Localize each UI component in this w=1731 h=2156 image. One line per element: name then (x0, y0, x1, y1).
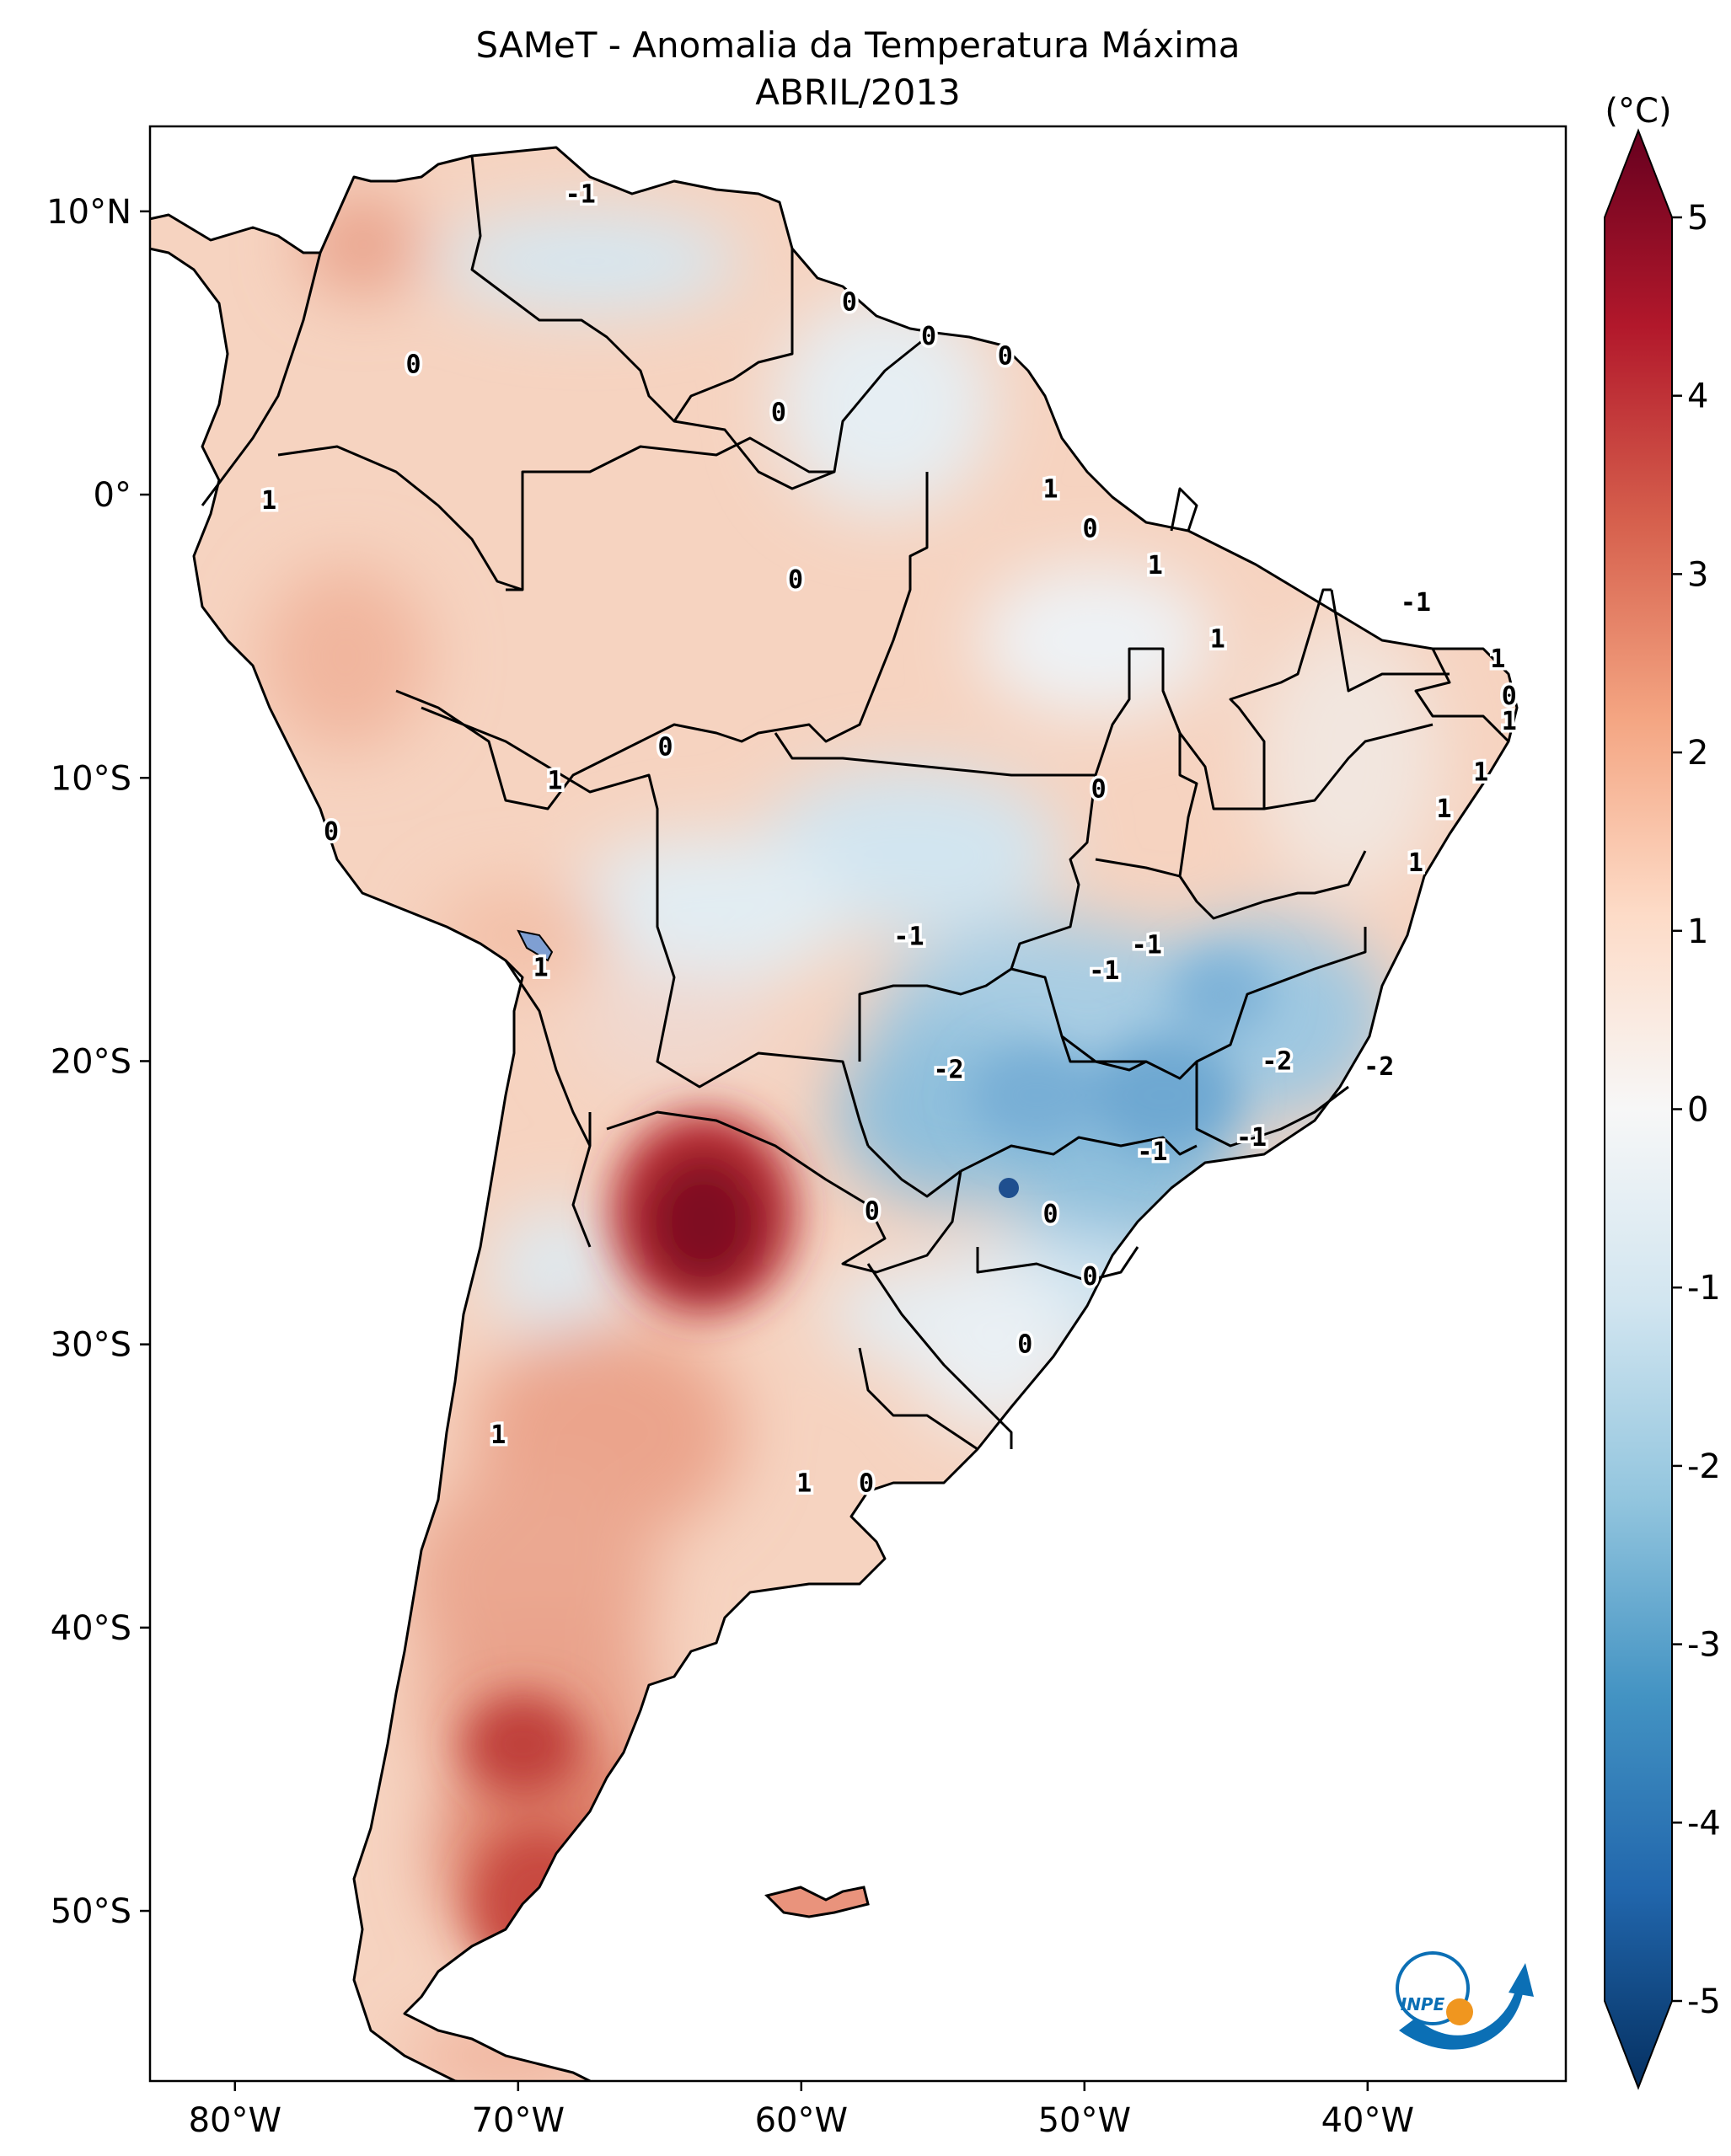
logo-ring-icon (1396, 1951, 1470, 2025)
contour-label: 1 (1473, 758, 1488, 788)
logo-arrow-icon (1509, 1963, 1534, 1997)
colorbar-unit: (°C) (1605, 92, 1671, 131)
lake-titicaca (517, 929, 554, 962)
longitude-axis: 80°W 70°W 60°W 50°W 40°W (189, 2081, 1414, 2140)
map-frame (148, 125, 1568, 2083)
contour-label: 0 (1042, 1200, 1058, 1229)
lon-tick-label: 40°W (1321, 2101, 1414, 2140)
contour-label: 0 (1091, 775, 1107, 805)
contour-label: 1 (533, 954, 549, 983)
contour-label: 0 (842, 287, 857, 317)
colorbar-ticks: 5 4 3 2 1 0 -1 -2 -3 -4 -5 (1672, 199, 1721, 2021)
falkland-islands (764, 1886, 870, 1918)
contour-label: -1 (1089, 956, 1119, 986)
contour-label: 1 (547, 767, 562, 796)
lat-tick-label: 30°S (51, 1326, 131, 1365)
contour-label: 1 (261, 486, 276, 516)
colorbar-tick-label: 1 (1687, 912, 1708, 951)
contour-label: -1 (893, 923, 924, 952)
contour-label: -2 (1262, 1046, 1292, 1076)
logo-swoosh-icon (1399, 1984, 1524, 2050)
contour-label: 0 (657, 732, 673, 762)
lat-tick-label: 20°S (51, 1042, 131, 1081)
contour-label: 1 (1490, 645, 1505, 674)
contour-label: 0 (998, 341, 1013, 371)
contour-label: 1 (796, 1469, 812, 1498)
contour-label: 0 (771, 399, 786, 428)
latitude-axis: 10°N 0° 10°S 20°S 30°S 40°S 50°S (46, 193, 150, 1931)
lon-tick-label: 80°W (189, 2101, 281, 2140)
contour-label: -2 (1364, 1052, 1394, 1082)
colorbar-tick-label: 3 (1687, 555, 1708, 594)
colorbar-tick-label: 2 (1687, 734, 1708, 773)
logo-text: INPE (1401, 1994, 1445, 2014)
contour-label: 0 (1082, 514, 1097, 543)
contour-label: 0 (865, 1197, 880, 1227)
colorbar-tick-label: 4 (1687, 377, 1708, 416)
contour-label: -1 (1132, 931, 1162, 960)
cold-spot-marker (999, 1178, 1019, 1198)
contour-label: -1 (565, 180, 596, 210)
contour-label: 1 (1210, 625, 1225, 655)
country-borders (150, 146, 1519, 2081)
colorbar-tick-label: 5 (1687, 199, 1708, 238)
contour-label: 0 (1502, 682, 1517, 711)
inpe-logo: INPE (1396, 1951, 1534, 2050)
colorbar-tick-label: -2 (1687, 1447, 1721, 1486)
colorbar-tick-label: -4 (1687, 1804, 1721, 1843)
contour-label: 1 (1408, 848, 1423, 878)
lat-tick-label: 40°S (51, 1609, 131, 1648)
lon-tick-label: 70°W (472, 2101, 565, 2140)
colorbar-tick-label: -1 (1687, 1269, 1721, 1308)
lat-tick-label: 50°S (51, 1892, 131, 1931)
contour-label: 0 (1082, 1262, 1097, 1292)
contour-label: 0 (859, 1469, 874, 1498)
contour-label: 0 (788, 565, 803, 595)
contour-label: -1 (1236, 1123, 1267, 1153)
contour-label: -2 (933, 1056, 963, 1085)
logo-sun-icon (1446, 1998, 1473, 2025)
colorbar-tick-label: 0 (1687, 1091, 1708, 1130)
contour-label: -1 (1137, 1137, 1167, 1167)
contour-label: 1 (1148, 551, 1163, 580)
lon-tick-label: 50°W (1038, 2101, 1131, 2140)
contour-label: 0 (1017, 1330, 1032, 1360)
colorbar: (°C) 5 4 3 2 1 0 -1 -2 -3 -4 -5 (1604, 92, 1721, 2090)
colorbar-tick-label: -5 (1687, 1982, 1721, 2021)
lat-tick-label: 0° (94, 476, 131, 515)
contour-label: 1 (1042, 474, 1058, 504)
map-title-line2: ABRIL/2013 (755, 72, 961, 113)
colorbar-tick-label: -3 (1687, 1626, 1721, 1665)
lat-tick-label: 10°N (46, 193, 131, 232)
contour-label: 0 (324, 817, 339, 847)
contour-label: 1 (1502, 707, 1517, 736)
contour-label: 0 (405, 350, 421, 379)
map-title-line1: SAMeT - Anomalia da Temperatura Máxima (476, 24, 1241, 66)
contour-label: 1 (490, 1420, 506, 1450)
contour-label: 1 (1436, 794, 1451, 824)
contour-label: 0 (921, 322, 936, 351)
colorbar-scale (1604, 128, 1673, 2090)
lon-tick-label: 60°W (755, 2101, 848, 2140)
contour-label: -1 (1401, 588, 1431, 618)
lat-tick-label: 10°S (51, 759, 131, 798)
